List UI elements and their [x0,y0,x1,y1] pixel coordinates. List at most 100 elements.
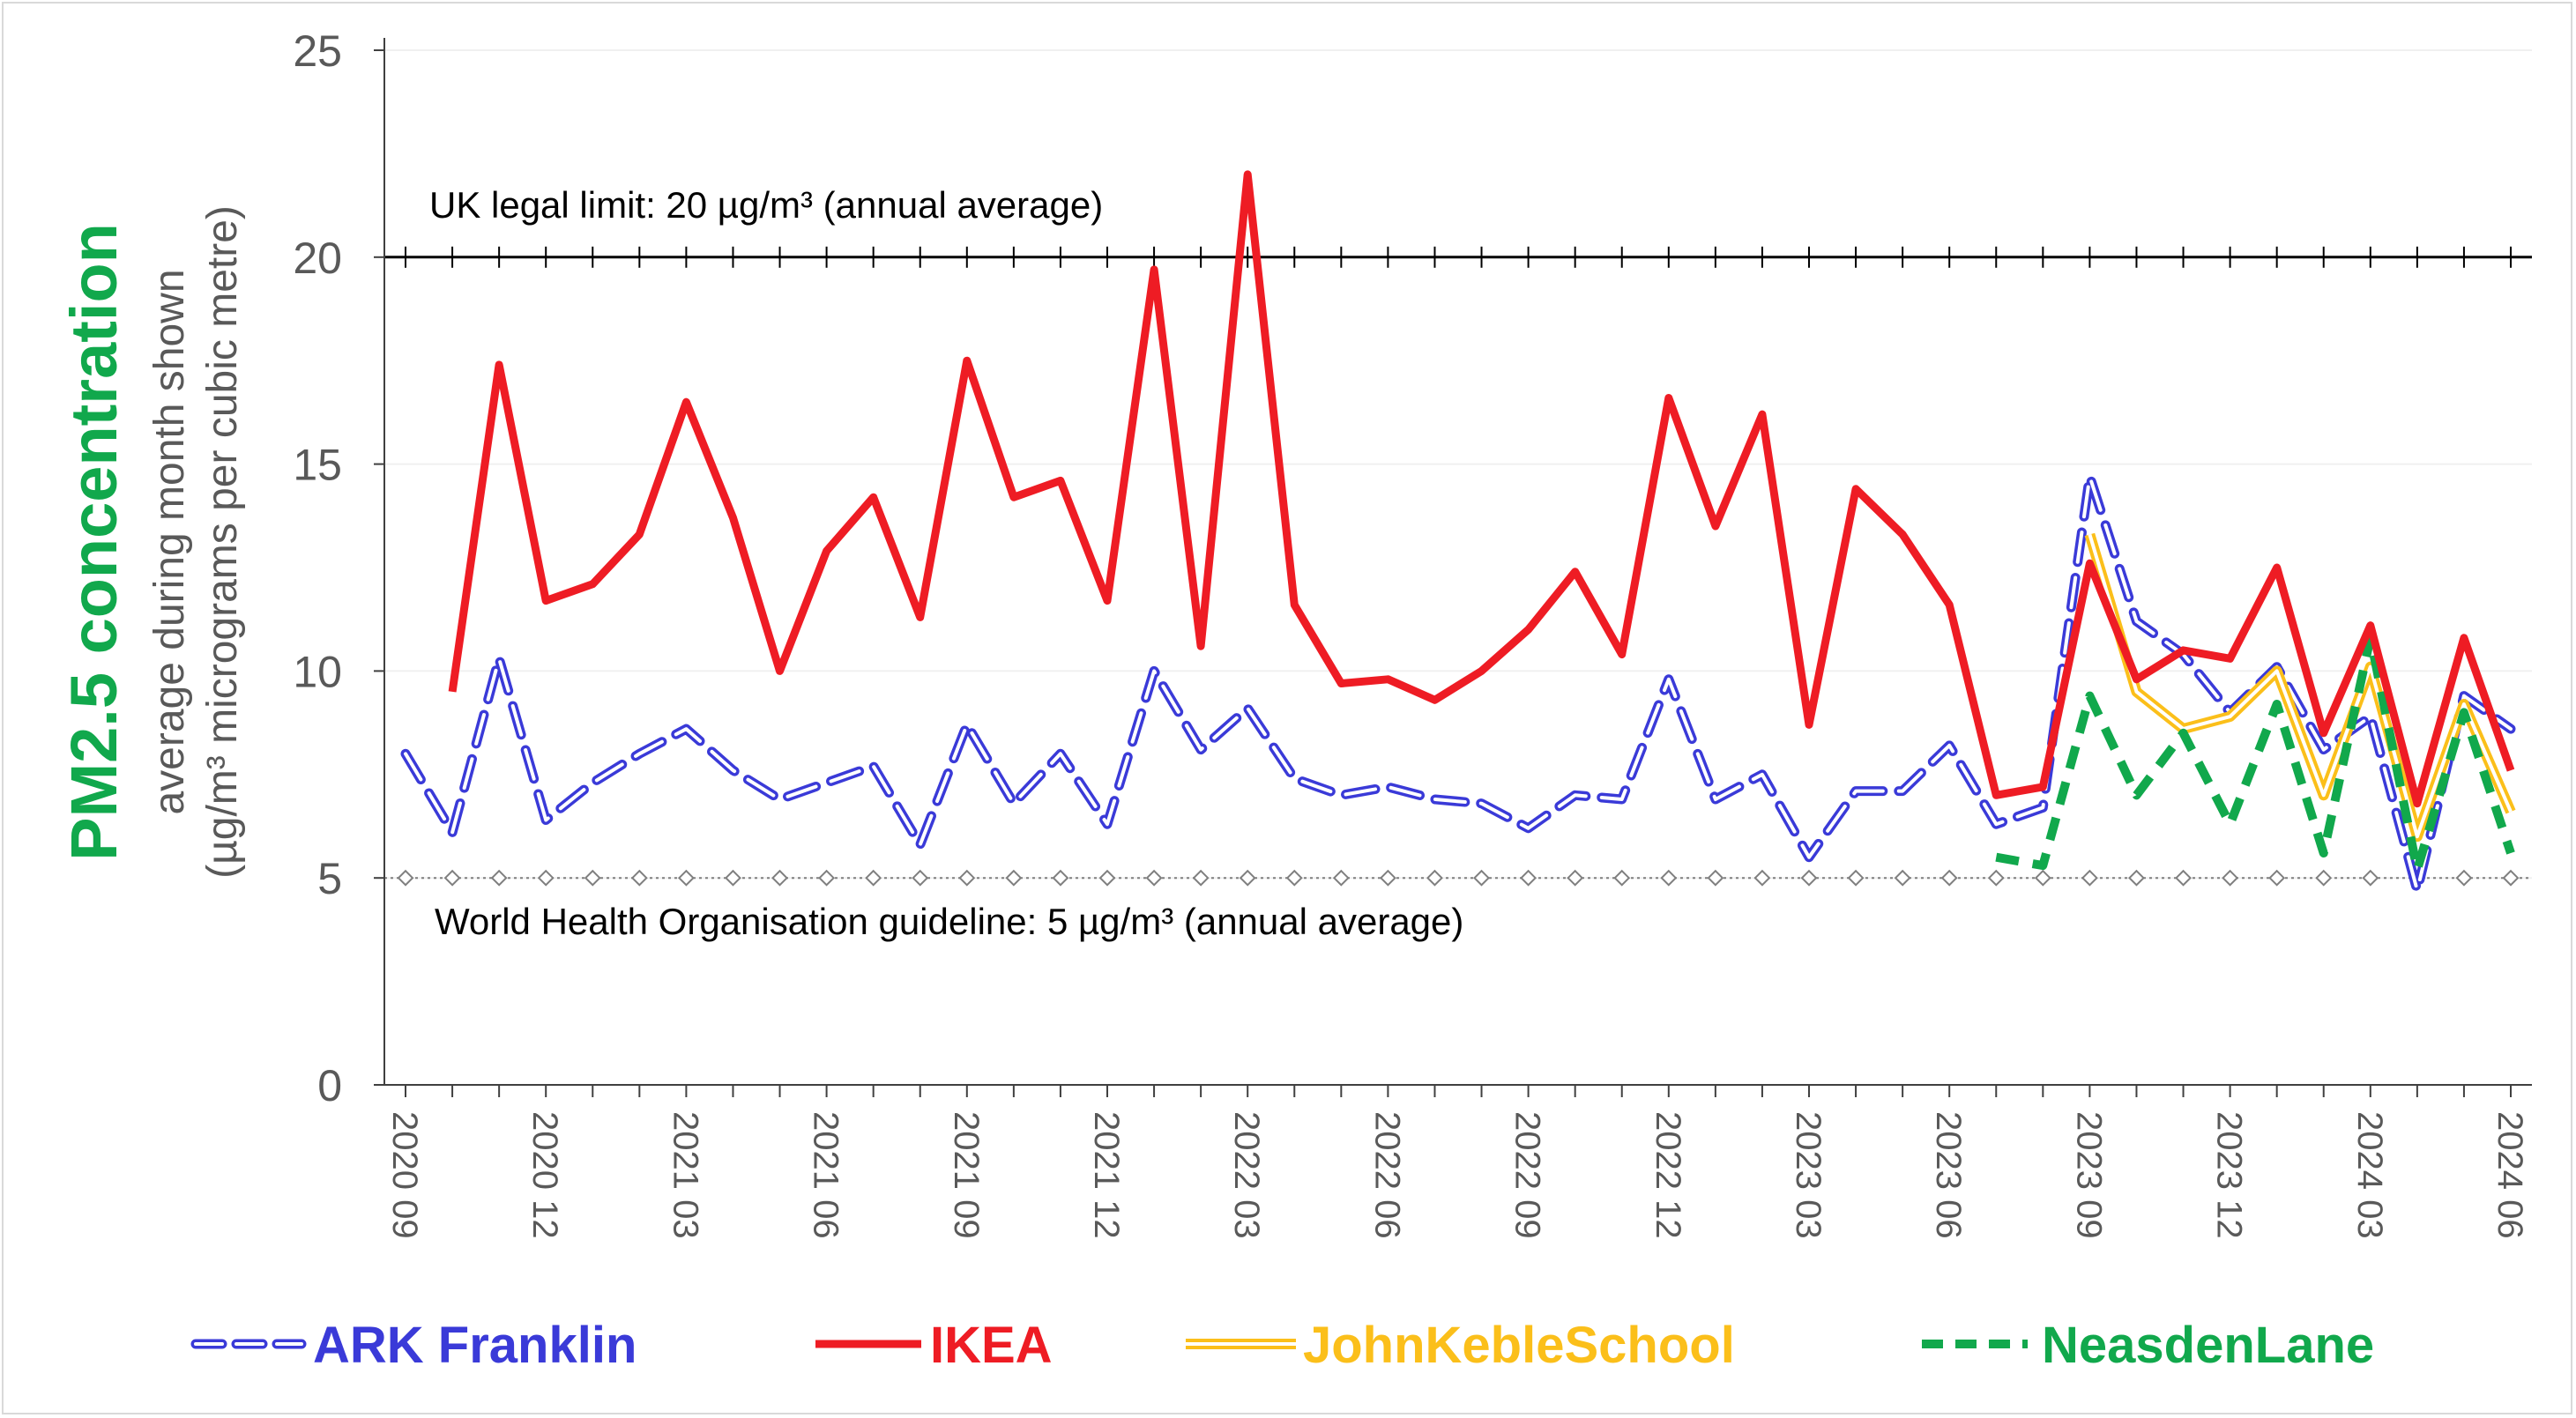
data-point-ark-franklin [1198,747,1203,753]
data-point-ikea [1292,602,1297,607]
y-tick-label: 10 [293,647,342,696]
x-tick-label: 2021 09 [947,1111,986,1239]
data-point-ark-franklin [2415,887,2420,893]
ref-label-who: World Health Organisation guideline: 5 µ… [435,901,1463,942]
data-point-ark-franklin [450,830,455,835]
data-point-johnkebleschool [2508,809,2513,814]
data-point-ark-franklin [1760,772,1765,777]
series-line-ikea [448,170,2515,808]
who-guideline-marker [1987,869,2005,887]
data-point-ikea [1011,494,1016,500]
data-point-ark-franklin [1105,821,1110,827]
data-point-ikea [2228,656,2233,661]
who-guideline-marker [2502,869,2520,887]
data-point-ark-franklin [637,751,642,756]
chart-title: PM2.5 concentration [57,223,130,861]
data-point-ikea [590,582,595,587]
legend-item-ikea[interactable]: IKEA [815,1317,1053,1374]
data-point-ikea [1713,523,1718,529]
legend-item-ark-franklin[interactable]: ARK Franklin [190,1317,637,1374]
data-point-ikea [2461,635,2467,641]
series-line-ark-franklin-inner [404,474,2513,893]
who-guideline-marker [2222,869,2239,887]
x-tick-label: 2020 12 [525,1111,564,1239]
data-point-ikea [1151,267,1157,272]
who-guideline-marker [1285,869,1303,887]
who-guideline-marker [1753,869,1771,887]
y-tick-label: 15 [293,441,342,490]
x-tick-labels: 2020 09 2020 12 2021 03 2021 06 2021 09 2021 … [385,1111,2529,1239]
legend-item-johnkebleschool[interactable]: JohnKebleSchool [1186,1317,1735,1374]
data-point-ikea [871,494,876,500]
legend-label-johnkebleschool: JohnKebleSchool [1303,1317,1735,1374]
data-point-ikea [778,668,783,673]
data-point-ark-franklin [871,763,876,768]
data-point-ikea [1573,569,1578,575]
data-point-ark-franklin [1058,751,1063,756]
data-point-ark-franklin [1666,677,1671,682]
data-point-johnkebleschool [2133,689,2139,694]
x-tick-label: 2024 03 [2350,1111,2389,1239]
data-point-johnkebleschool [2321,792,2327,798]
who-guideline-marker [630,869,648,887]
data-point-ikea [1338,680,1344,686]
data-point-ikea [1058,478,1063,483]
data-point-ark-franklin [2508,726,2513,731]
data-point-ark-franklin [2087,474,2092,479]
who-guideline-marker [1379,869,1396,887]
x-tick-label: 2023 03 [1789,1111,1828,1239]
data-point-ikea [1806,722,1812,727]
ref-label-uk: UK legal limit: 20 µg/m³ (annual average… [429,184,1103,226]
x-tick-label: 2022 12 [1649,1111,1687,1239]
data-point-ikea [2415,801,2420,806]
data-point-ark-franklin [2040,805,2045,810]
data-point-ark-franklin [1993,821,1999,827]
series-line-johnkebleschool-inner [2088,533,2513,839]
data-point-ark-franklin [1338,792,1344,798]
who-guideline-marker [1847,869,1865,887]
data-point-ikea [824,548,830,553]
series-line-neasdenlane [1995,633,2515,874]
data-point-ark-franklin [1479,801,1485,806]
x-tick-label: 2022 09 [1508,1111,1547,1239]
y-axis-unit: (µg/m³ micrograms per cubic metre) [199,205,246,879]
y-tick-label: 0 [317,1061,342,1110]
data-point-ark-franklin [2321,747,2327,753]
y-tick-label: 20 [293,234,342,283]
y-axis-title: PM2.5 concentration [57,223,130,861]
data-point-ikea [2508,768,2513,773]
data-point-ark-franklin [1900,789,1905,794]
data-point-ark-franklin [918,843,923,848]
data-point-ikea [918,614,923,620]
data-point-neasdenlane [2133,792,2139,798]
who-guideline-marker [1800,869,1818,887]
who-guideline-marker [2315,869,2333,887]
legend-label-neasdenlane: NeasdenLane [2042,1317,2374,1374]
data-point-neasdenlane [2181,731,2186,736]
data-point-ikea [1245,172,1250,177]
x-tick-label: 2023 09 [2069,1111,2108,1239]
legend-label-ark-franklin: ARK Franklin [313,1317,637,1374]
data-point-ikea [683,399,689,405]
who-guideline-marker [490,869,508,887]
data-point-ikea [1619,652,1625,657]
data-point-neasdenlane [2040,863,2045,868]
data-point-ikea [1385,677,1390,682]
who-guideline-marker [2455,869,2473,887]
data-point-ikea [496,362,502,367]
data-point-ikea [2087,561,2092,566]
data-point-ikea [2321,731,2327,736]
legend-item-neasdenlane[interactable]: NeasdenLane [1922,1317,2374,1374]
data-point-ark-franklin [1245,706,1250,711]
data-point-ark-franklin [778,797,783,802]
who-guideline-marker [1473,869,1490,887]
who-guideline-marker [1520,869,1537,887]
data-point-ikea [450,689,455,694]
who-guideline-marker [443,869,461,887]
data-point-ark-franklin [1151,668,1157,673]
x-tick-label: 2022 03 [1227,1111,1266,1239]
data-point-ark-franklin [1011,801,1016,806]
x-tick-label: 2021 12 [1087,1111,1126,1239]
